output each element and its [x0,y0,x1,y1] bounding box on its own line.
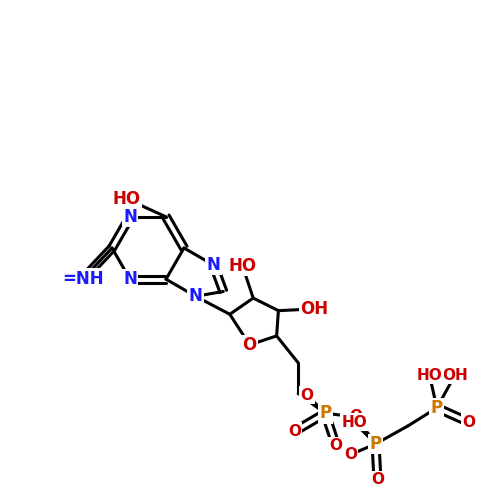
Text: P: P [319,404,332,422]
Text: O: O [350,410,362,424]
Text: O: O [344,447,357,462]
Text: OH: OH [300,300,328,318]
Text: =NH: =NH [62,270,104,287]
Text: P: P [370,435,382,453]
Text: N: N [123,208,137,226]
Text: HO: HO [228,256,256,274]
Text: O: O [462,415,475,430]
Text: N: N [123,270,137,288]
Text: O: O [371,472,384,488]
Text: O: O [300,388,314,403]
Text: P: P [431,399,443,417]
Text: O: O [242,336,256,354]
Text: HO: HO [416,368,442,383]
Text: O: O [330,438,342,453]
Text: N: N [188,288,202,306]
Text: OH: OH [442,368,468,383]
Text: HO: HO [341,415,367,430]
Text: O: O [288,424,301,439]
Text: HO: HO [112,190,140,208]
Text: N: N [206,256,220,274]
